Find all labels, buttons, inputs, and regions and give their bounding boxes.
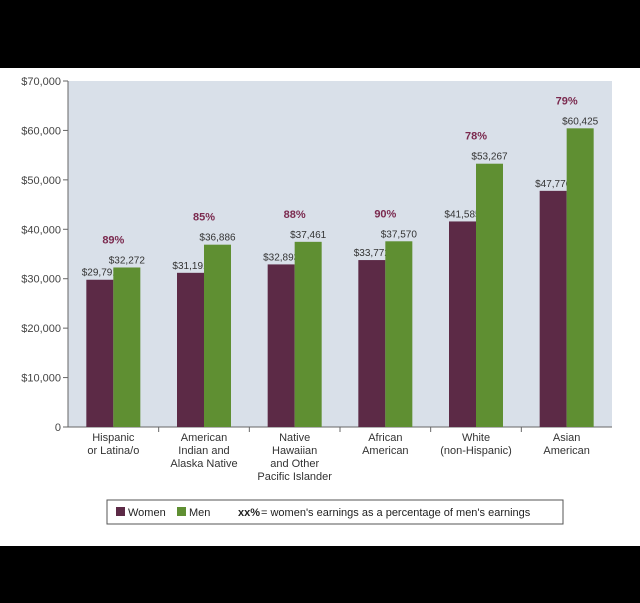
women-bar [449, 221, 476, 427]
x-category-label: White [462, 432, 490, 444]
legend-label-men: Men [189, 507, 210, 519]
women-value-label: $47,776 [535, 179, 572, 190]
ratio-label: 90% [374, 208, 396, 220]
men-bar [113, 267, 141, 427]
x-category-label: American [362, 445, 408, 457]
men-bar [566, 128, 594, 427]
x-category-label: and Other [270, 458, 319, 470]
women-value-label: $31,191 [172, 261, 209, 272]
x-category-label: or Latina/o [87, 445, 139, 457]
y-tick-label: $10,000 [21, 373, 61, 385]
legend-note-key: xx% [238, 507, 260, 519]
x-category-label: African [368, 432, 402, 444]
x-category-label: American [181, 432, 227, 444]
y-tick-label: $40,000 [21, 224, 61, 236]
x-category-label: Native [279, 432, 310, 444]
women-value-label: $32,893 [263, 252, 300, 263]
y-tick-label: $70,000 [21, 76, 61, 88]
ratio-label: 88% [284, 209, 306, 221]
men-bar [476, 163, 503, 427]
x-category-label: Indian and [178, 445, 229, 457]
x-category-label: Hispanic [92, 432, 135, 444]
x-category-label: Hawaiian [272, 445, 317, 457]
x-category-label: Pacific Islander [257, 471, 332, 483]
men-bar [294, 241, 322, 427]
women-bar [177, 272, 204, 427]
men-value-label: $37,570 [381, 229, 418, 240]
y-tick-label: $20,000 [21, 323, 61, 335]
legend-swatch-women [116, 507, 125, 516]
women-bar [267, 264, 295, 427]
earnings-bar-chart: 0 $10,000 $20,000 $30,000 $40,000 $50,000 $60,… [21, 76, 612, 525]
y-tick-label: $30,000 [21, 274, 61, 286]
men-value-label: $60,425 [562, 116, 599, 127]
women-value-label: $29,791 [82, 268, 119, 279]
x-category-label: (non-Hispanic) [440, 445, 512, 457]
y-tick-label: $60,000 [21, 125, 61, 137]
x-category-label: Asian [553, 432, 581, 444]
ratio-label: 78% [465, 131, 487, 143]
women-bar [86, 279, 114, 427]
men-value-label: $53,267 [471, 152, 508, 163]
women-bar [539, 190, 567, 427]
y-tick-label: 0 [55, 422, 61, 434]
legend-note-text: = women's earnings as a percentage of me… [261, 507, 531, 519]
ratio-label: 89% [102, 234, 124, 246]
x-category-label: Alaska Native [170, 458, 237, 470]
men-bar [204, 244, 231, 427]
men-bar [385, 241, 413, 427]
legend-label-women: Women [128, 507, 166, 519]
men-value-label: $37,461 [290, 230, 327, 241]
women-value-label: $33,772 [354, 248, 391, 259]
women-bar [358, 260, 386, 427]
women-value-label: $41,585 [444, 209, 481, 220]
men-value-label: $36,886 [199, 233, 236, 244]
ratio-label: 79% [556, 95, 578, 107]
legend-swatch-men [177, 507, 186, 516]
men-value-label: $32,272 [109, 255, 146, 266]
x-category-label: American [543, 445, 589, 457]
y-tick-label: $50,000 [21, 175, 61, 187]
plot-background [68, 81, 612, 427]
chart-area: 0 $10,000 $20,000 $30,000 $40,000 $50,000 $60,… [0, 68, 640, 546]
ratio-label: 85% [193, 212, 215, 224]
